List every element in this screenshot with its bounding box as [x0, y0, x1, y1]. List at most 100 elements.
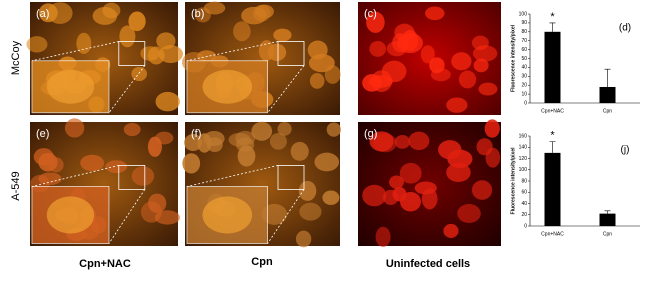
- y-tick-label: 90: [521, 20, 527, 26]
- y-tick-label: 20: [521, 83, 527, 89]
- cell: [420, 45, 435, 64]
- cell: [48, 157, 64, 173]
- cell: [443, 223, 459, 238]
- cell: [484, 119, 500, 138]
- column-label: Cpn+NAC: [79, 258, 131, 270]
- cell: [478, 82, 498, 96]
- cell: [314, 152, 340, 172]
- cell: [446, 162, 471, 183]
- x-tick-label: Cpn+NAC: [541, 108, 564, 114]
- cell: [375, 226, 391, 248]
- zoom-inset: [186, 60, 268, 114]
- bar: [544, 152, 561, 226]
- zoom-line: [108, 65, 146, 113]
- cell: [389, 175, 404, 189]
- cell: [155, 131, 174, 145]
- panel-label: (f): [191, 128, 201, 140]
- cell: [105, 160, 128, 174]
- row-label: McCoy: [10, 40, 22, 75]
- cell: [38, 3, 58, 23]
- cell: [473, 58, 489, 73]
- cell: [366, 11, 385, 33]
- cell: [446, 97, 468, 113]
- zoom-line: [31, 165, 119, 187]
- cell: [471, 180, 493, 200]
- cell: [326, 122, 341, 137]
- y-tick-label: 0: [524, 223, 527, 229]
- zoom-cell: [202, 69, 253, 104]
- x-tick-label: Cpn+NAC: [541, 231, 564, 237]
- cell: [194, 7, 211, 23]
- zoom-line: [267, 189, 305, 244]
- cell: [102, 2, 121, 19]
- panel-label: (d): [619, 23, 631, 34]
- cell: [154, 210, 180, 225]
- cell: [147, 193, 167, 213]
- y-tick-label: 10: [521, 91, 527, 97]
- cell: [430, 68, 451, 82]
- zoom-line: [186, 41, 279, 62]
- inset-box: [118, 164, 146, 190]
- bar: [599, 86, 616, 103]
- y-axis-label: Fluorescence intensity/pixel: [510, 24, 516, 92]
- significance-marker: *: [550, 11, 555, 23]
- cell: [362, 184, 387, 207]
- zoom-line: [108, 189, 146, 244]
- significance-marker: *: [550, 130, 555, 142]
- cell: [258, 40, 275, 62]
- cell: [203, 130, 225, 147]
- y-tick-label: 40: [521, 201, 527, 207]
- cell: [156, 32, 176, 50]
- column-label: Uninfected cells: [386, 258, 470, 270]
- cell: [408, 131, 430, 151]
- panel-label: (c): [364, 8, 377, 20]
- zoom-cell: [202, 196, 253, 234]
- y-tick-label: 20: [521, 212, 527, 218]
- cell: [277, 121, 292, 136]
- bar: [544, 31, 561, 103]
- cell: [290, 141, 309, 161]
- zoom-cell: [46, 196, 95, 234]
- cell: [155, 91, 180, 112]
- inset-box: [118, 41, 146, 66]
- cell: [371, 70, 393, 92]
- cell: [251, 121, 273, 141]
- zoom-line: [31, 41, 119, 62]
- inset-box: [277, 164, 305, 190]
- panel-label: (g): [364, 128, 377, 140]
- y-tick-label: 70: [521, 38, 527, 44]
- y-tick-label: 100: [519, 167, 528, 173]
- panel-label: (j): [621, 145, 630, 156]
- cell: [131, 66, 148, 82]
- y-axis-label: Fluorescence intensity/pixel: [510, 147, 516, 215]
- cell: [458, 70, 477, 89]
- panel-label: (e): [36, 128, 49, 140]
- zoom-line: [186, 165, 279, 187]
- error-bar: [604, 68, 611, 87]
- cell: [131, 166, 155, 186]
- zoom-line: [267, 65, 305, 113]
- cell: [33, 148, 54, 166]
- y-tick-label: 140: [519, 145, 528, 151]
- zoom-cell: [46, 69, 95, 104]
- cell: [158, 45, 183, 64]
- cell: [457, 204, 481, 223]
- cell: [322, 190, 340, 205]
- cell: [233, 21, 251, 42]
- x-tick-label: Cpn: [603, 108, 612, 114]
- cell: [273, 28, 292, 42]
- y-tick-label: 80: [521, 178, 527, 184]
- y-tick-label: 120: [519, 156, 528, 162]
- cell: [309, 73, 325, 89]
- cell: [182, 153, 201, 174]
- cell: [447, 149, 473, 169]
- cell: [26, 36, 48, 53]
- cell: [373, 133, 397, 153]
- cell: [128, 11, 146, 32]
- error-bar: [549, 22, 556, 32]
- cell: [228, 132, 251, 147]
- cell: [369, 40, 387, 57]
- cell: [299, 202, 322, 221]
- cell: [476, 138, 493, 156]
